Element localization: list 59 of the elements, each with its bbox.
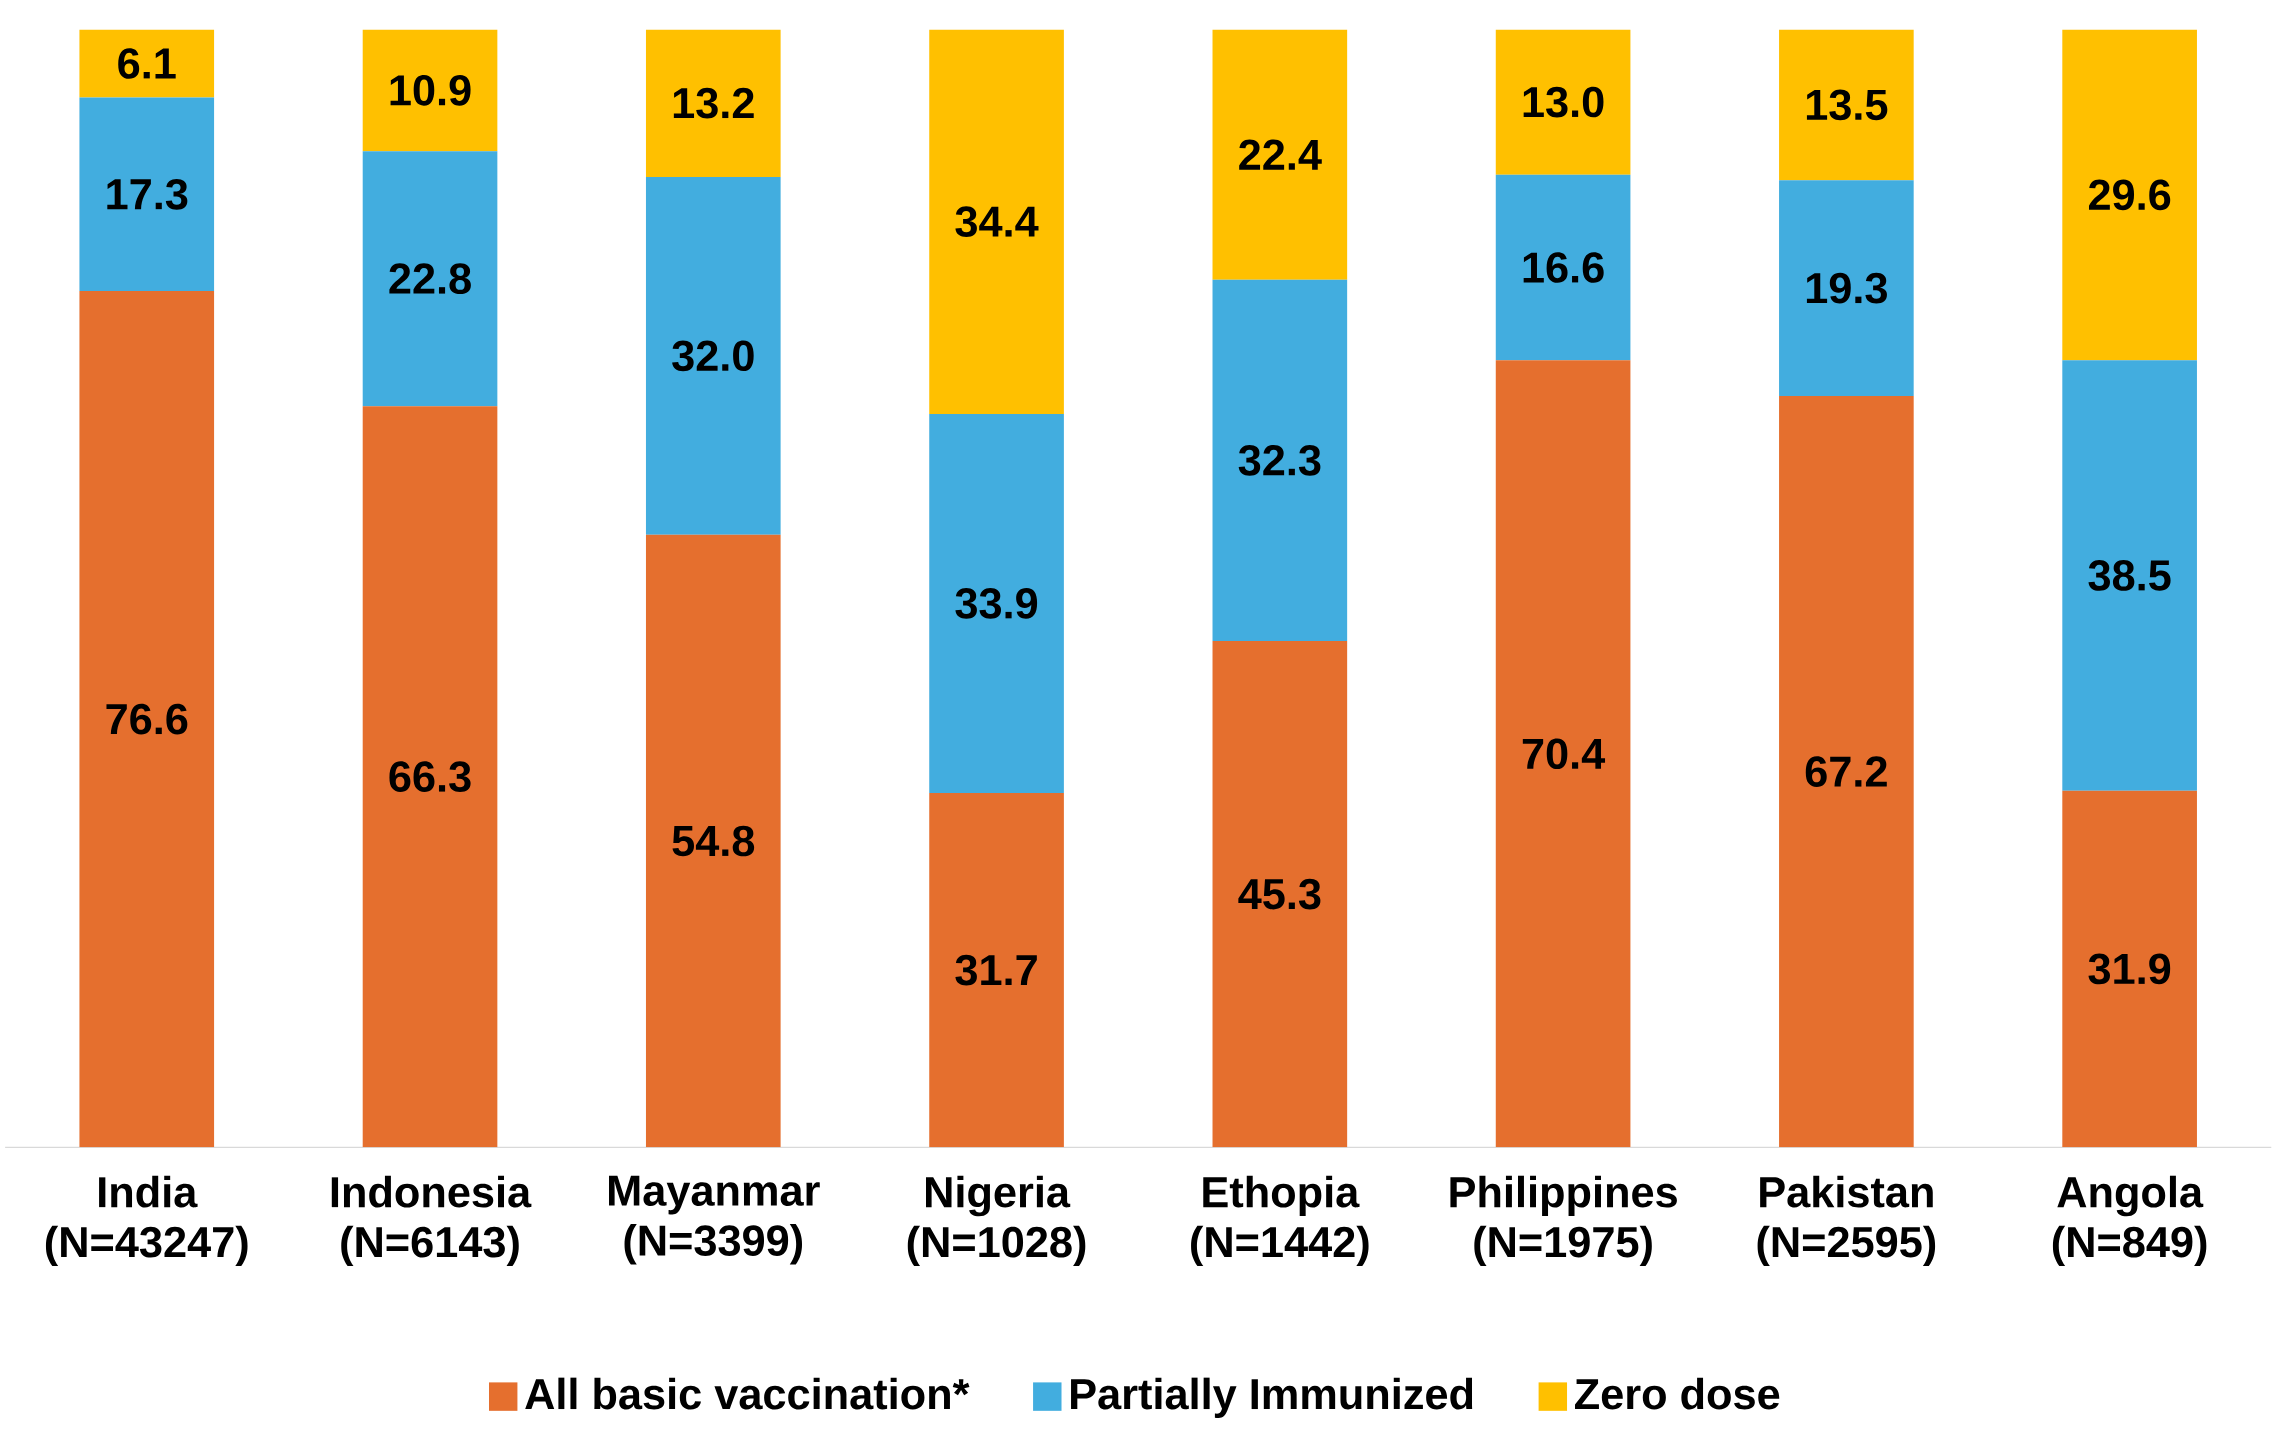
data-label: 67.2 <box>1805 756 1887 787</box>
legend-label: Zero dose <box>1575 1377 1780 1410</box>
data-label: 6.1 <box>118 47 176 79</box>
data-label: 22.4 <box>1239 139 1322 170</box>
bar <box>1495 29 1631 175</box>
data-label: 66.3 <box>389 761 471 792</box>
bar <box>929 792 1064 1148</box>
bar <box>929 29 1064 414</box>
data-label: 13.0 <box>1523 86 1604 118</box>
x-tick-label: Mayanmar (N=3399) <box>609 1175 820 1265</box>
x-tick-label: Ethopia (N=1442) <box>1191 1175 1369 1266</box>
bar <box>1495 360 1631 1148</box>
bar <box>2062 790 2197 1148</box>
bar <box>79 290 215 1148</box>
bar <box>2062 360 2197 791</box>
bar <box>1212 29 1348 280</box>
x-tick-label: Angola (N=849) <box>2052 1175 2207 1266</box>
bar <box>1779 180 1914 396</box>
data-label: 32.0 <box>672 340 754 372</box>
x-tick-label: Philippines (N=1975) <box>1450 1175 1677 1266</box>
data-label: 45.3 <box>1238 878 1321 910</box>
data-label: 34.4 <box>955 206 1039 237</box>
data-label: 13.5 <box>1806 89 1888 121</box>
data-label: 70.4 <box>1522 738 1606 769</box>
data-label: 33.9 <box>955 587 1038 619</box>
bar <box>929 413 1064 793</box>
bar <box>1779 29 1914 181</box>
data-label: 32.3 <box>1238 444 1321 476</box>
x-tick-label: India (N=43247) <box>45 1175 248 1266</box>
data-label: 10.9 <box>390 74 471 106</box>
data-label: 17.3 <box>107 178 188 210</box>
bar <box>362 151 498 406</box>
bar <box>1779 395 1914 1148</box>
data-label: 19.3 <box>1806 272 1887 304</box>
data-label: 31.9 <box>2088 953 2171 985</box>
bar <box>1495 174 1631 361</box>
x-tick-label: Nigeria (N=1028) <box>907 1175 1086 1266</box>
data-label: 76.6 <box>106 703 188 735</box>
bar <box>645 29 781 177</box>
bar <box>1212 279 1348 641</box>
data-label: 16.6 <box>1523 252 1604 283</box>
bar <box>645 176 781 535</box>
bar <box>362 405 498 1148</box>
bar <box>645 534 781 1148</box>
x-tick-label: Indonesia (N=6143) <box>331 1175 532 1266</box>
bar <box>2062 29 2197 361</box>
bar <box>79 97 215 291</box>
legend-label: All basic vaccination* <box>525 1377 970 1410</box>
data-label: 29.6 <box>2088 179 2171 211</box>
data-label: 22.8 <box>389 263 471 294</box>
x-tick-label: Pakistan (N=2595) <box>1757 1175 1936 1266</box>
data-label: 54.8 <box>672 825 755 857</box>
data-label: 13.2 <box>673 87 754 119</box>
bar <box>79 29 215 98</box>
data-label: 31.7 <box>955 954 1037 986</box>
data-label: 38.5 <box>2088 559 2171 591</box>
bar <box>362 29 498 152</box>
legend-label: Partially Immunized <box>1071 1377 1473 1418</box>
bar <box>1212 640 1348 1148</box>
